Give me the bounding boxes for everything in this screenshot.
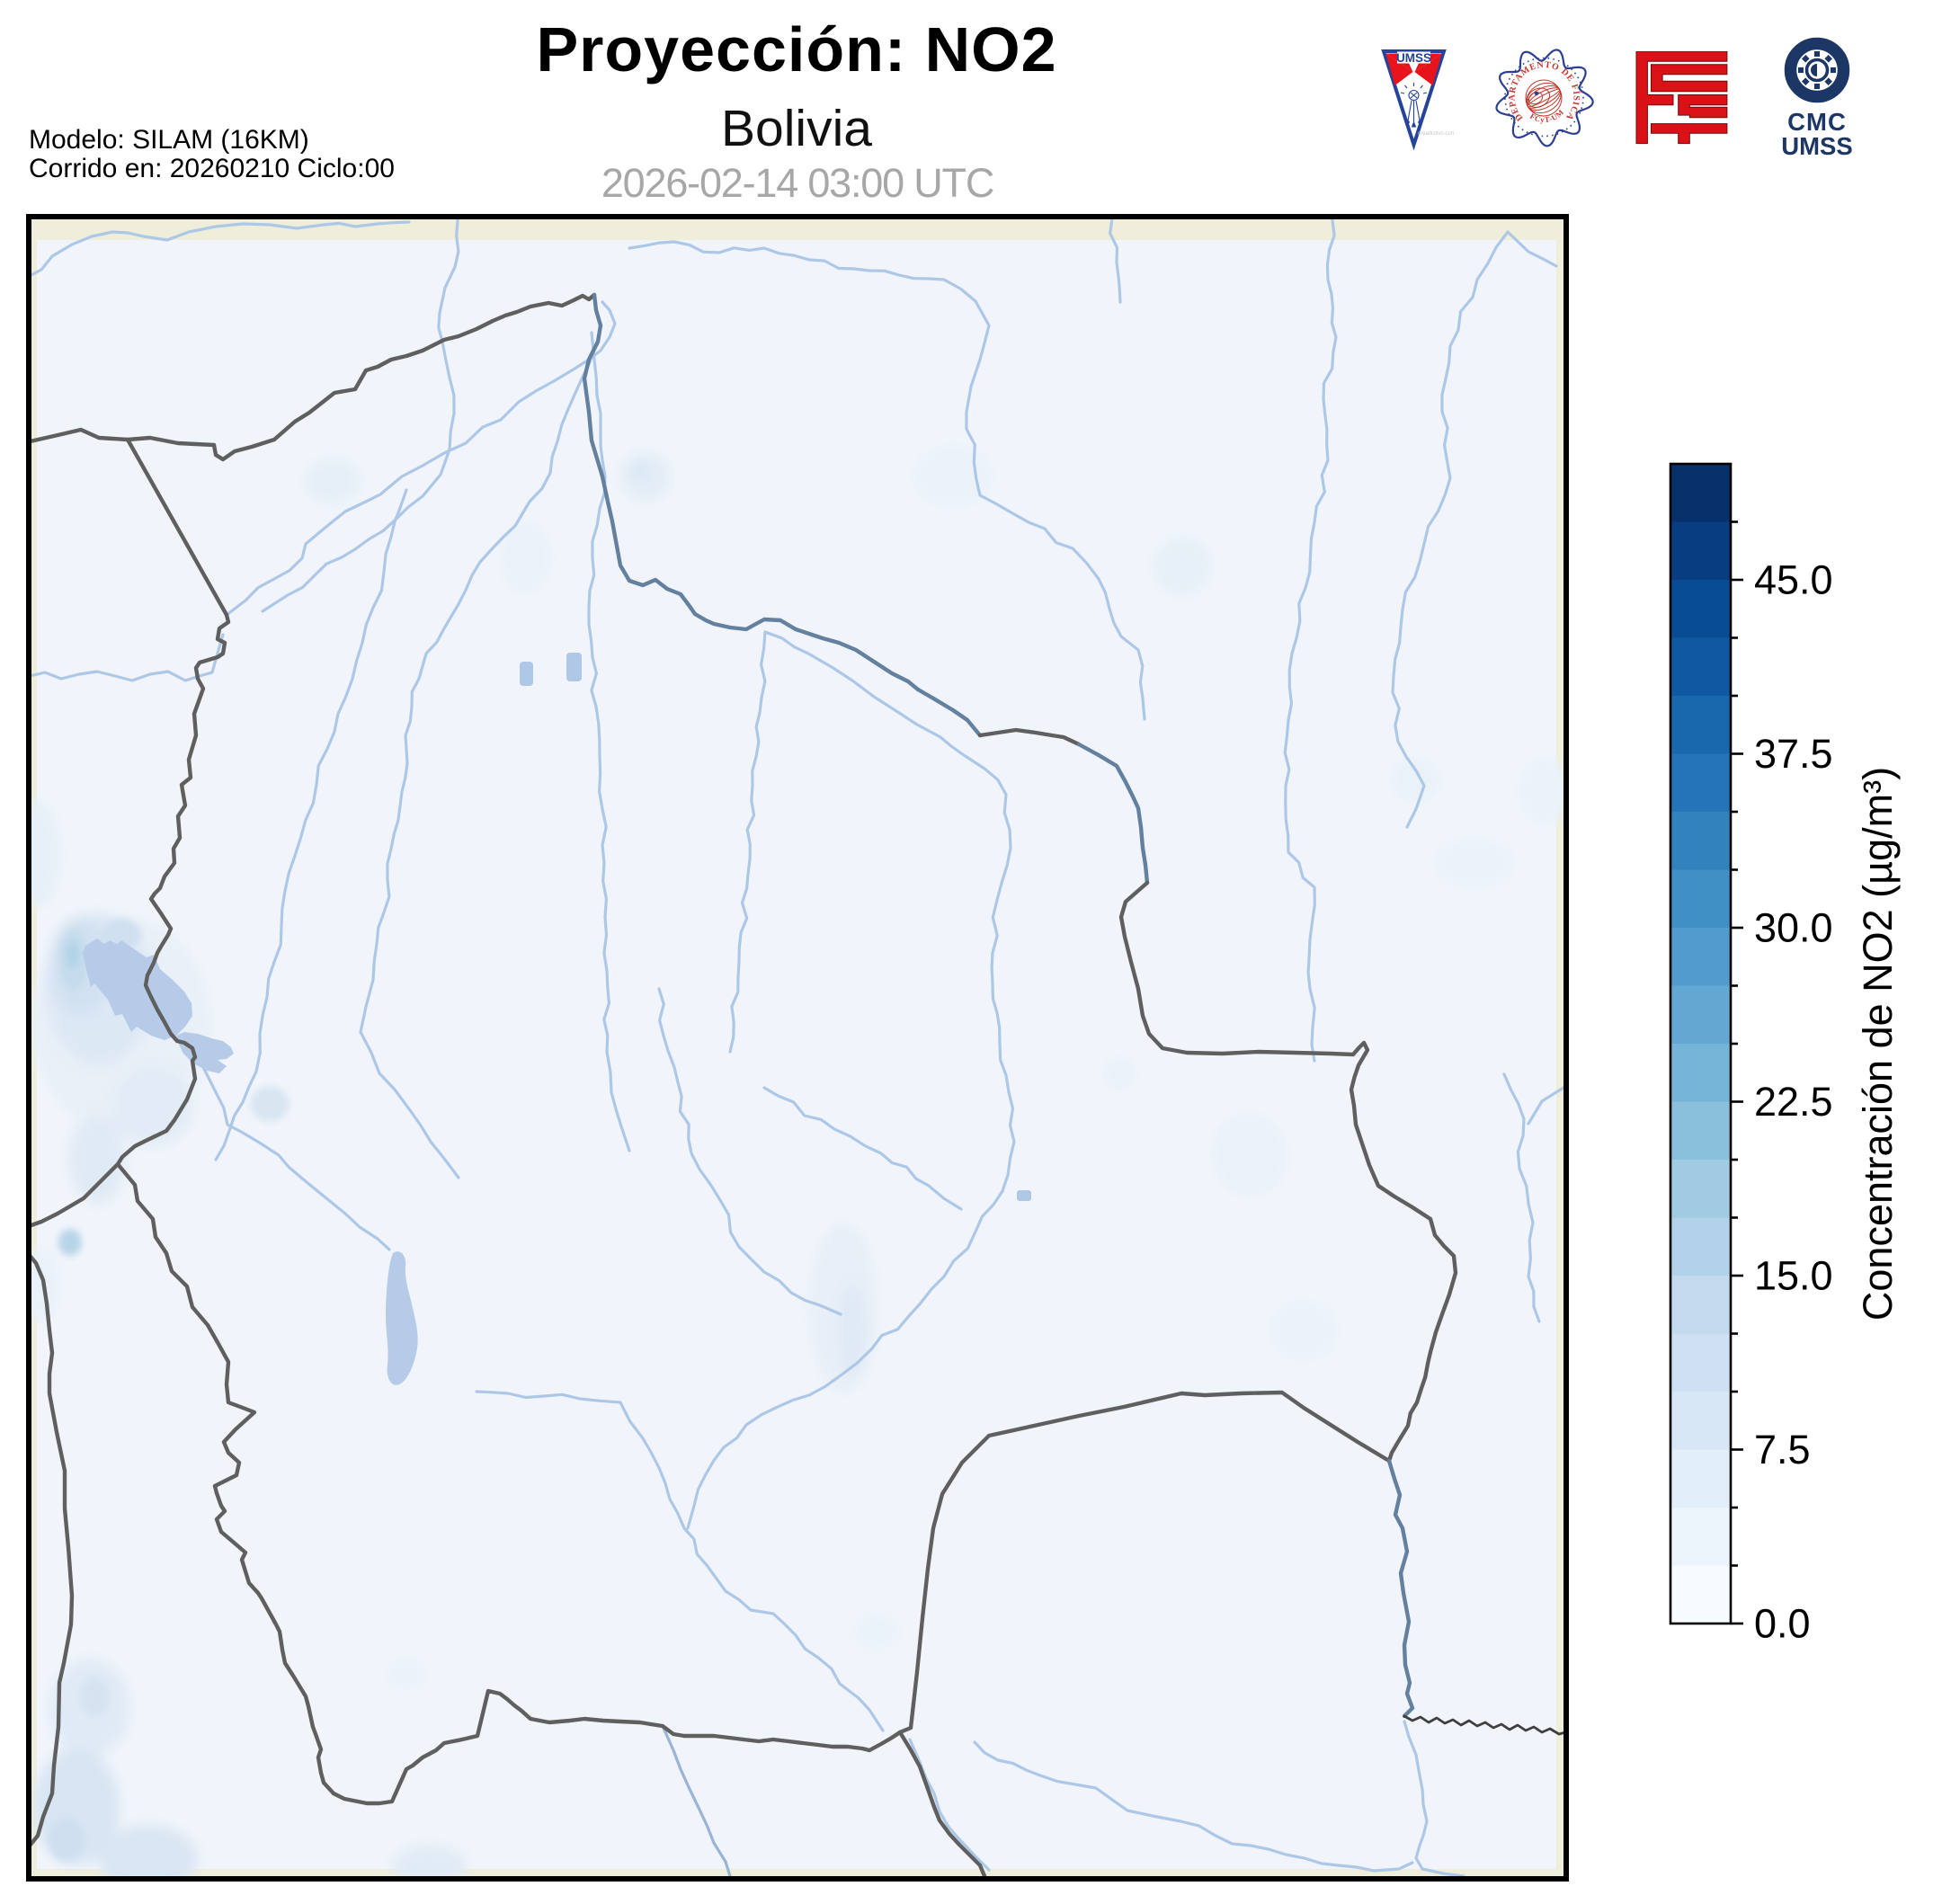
svg-text:30.0: 30.0	[1754, 905, 1833, 951]
svg-text:15.0: 15.0	[1754, 1253, 1833, 1299]
svg-text:creadictivo.con: creadictivo.con	[1418, 131, 1454, 137]
svg-text:7.5: 7.5	[1754, 1427, 1811, 1472]
svg-text:UMSS: UMSS	[1396, 51, 1431, 65]
svg-text:22.5: 22.5	[1754, 1079, 1833, 1125]
svg-text:45.0: 45.0	[1754, 557, 1833, 603]
svg-text:0.0: 0.0	[1754, 1601, 1811, 1647]
svg-text:UMSS: UMSS	[1781, 132, 1852, 160]
svg-text:CMC: CMC	[1787, 108, 1847, 136]
svg-text:DEPARTAMENTO DE FÍSICA: DEPARTAMENTO DE FÍSICA	[1507, 60, 1581, 123]
svg-text:Concentración de NO2 (µg/m³): Concentración de NO2 (µg/m³)	[1855, 767, 1901, 1321]
svg-text:37.5: 37.5	[1754, 731, 1833, 777]
